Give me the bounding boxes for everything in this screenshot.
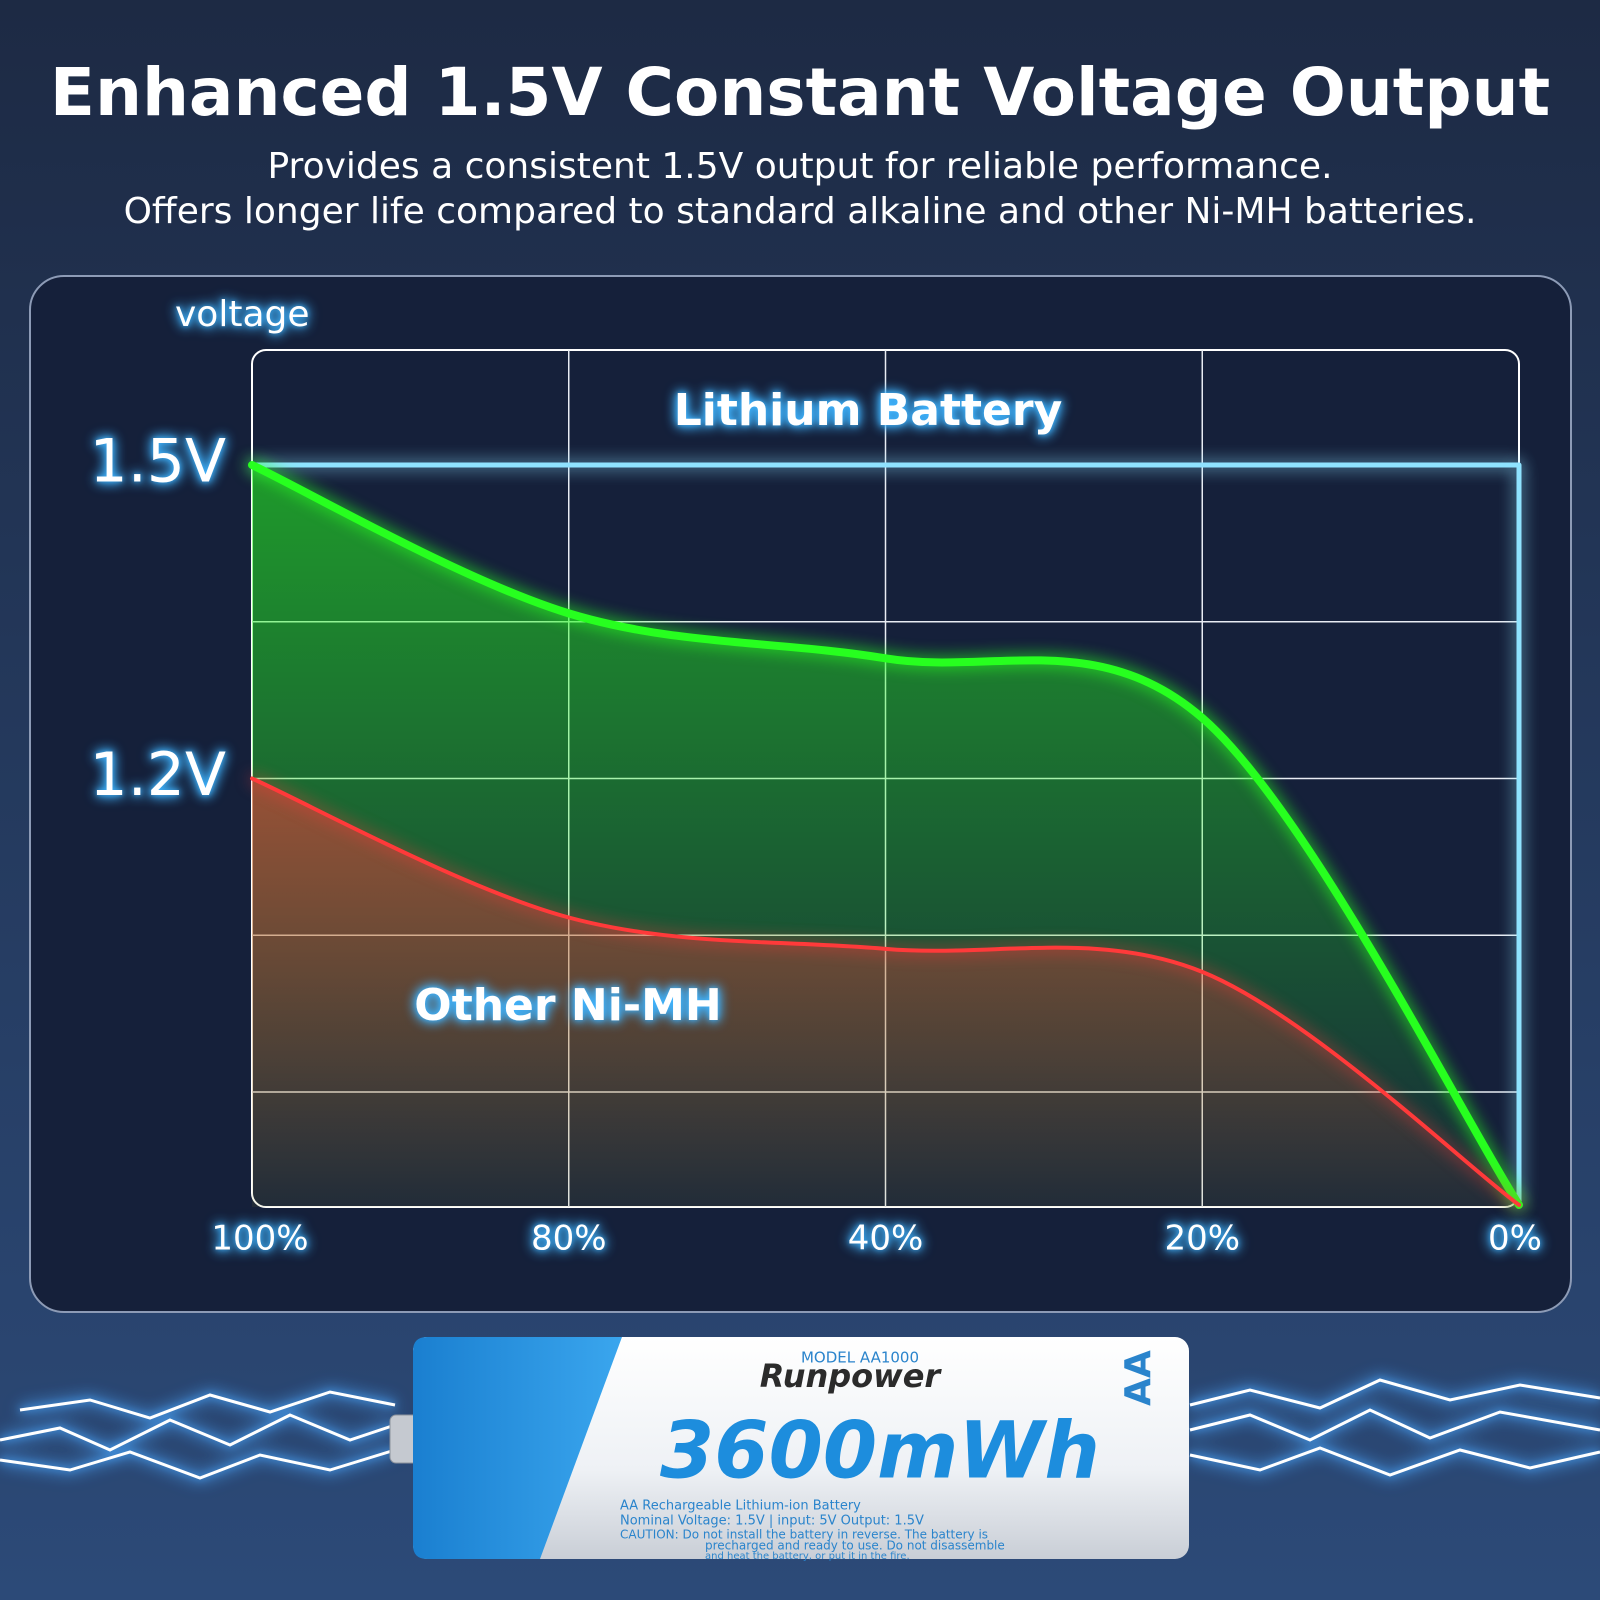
battery-print: precharged and ready to use. Do not disa… (705, 1539, 1005, 1553)
y-tick-label: 1.2V (90, 740, 226, 810)
x-tick-label: 40% (848, 1219, 924, 1259)
y-tick-label: 1.5V (90, 427, 226, 497)
battery-brand: Runpower (760, 1357, 943, 1395)
battery-print: AA Rechargeable Lithium-ion Battery (620, 1499, 861, 1514)
series-line (248, 460, 1523, 1209)
series-label: Other Ni-MH (414, 980, 721, 1031)
x-tick-label: 100% (211, 1219, 308, 1259)
y-axis-label: voltage (175, 294, 310, 335)
battery-size: AA (1118, 1350, 1159, 1406)
battery-body (413, 1337, 1189, 1559)
battery-stripe (413, 1337, 622, 1559)
subtitle: Provides a consistent 1.5V output for re… (267, 146, 1332, 187)
series-area (252, 778, 1519, 1207)
series-label: Lithium Battery (674, 385, 1063, 436)
x-tick-label: 80% (531, 1219, 607, 1259)
battery-capacity: 3600mWh (660, 1406, 1100, 1496)
battery-print: CAUTION: Do not install the battery in r… (620, 1528, 988, 1542)
title: Enhanced 1.5V Constant Voltage Output (50, 54, 1550, 131)
battery-print: and heat the battery, or put it in the f… (705, 1551, 910, 1562)
plot: 1.5V 1.2V 100% 80% 40% 20% 0% Lithium Battery Ot… (90, 349, 1542, 1259)
battery-model: MODEL AA1000 (801, 1349, 919, 1367)
x-tick-label: 0% (1488, 1219, 1542, 1259)
subtitle: Offers longer life compared to standard … (124, 191, 1477, 232)
lightning (0, 1378, 1600, 1480)
battery: MODEL AA1000 Runpower AA 3600mWh AA Rech… (389, 1337, 1189, 1562)
series-line (250, 776, 1521, 1207)
x-tick-label: 20% (1164, 1219, 1240, 1259)
battery-print: Nominal Voltage: 1.5V | input: 5V Output… (620, 1514, 924, 1529)
